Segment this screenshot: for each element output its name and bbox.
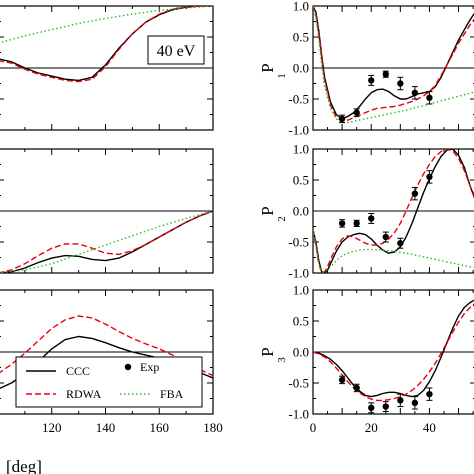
series-line-ccc (0, 210, 213, 273)
data-point-exp (426, 173, 433, 181)
y-tick-label: -1.0 (288, 266, 309, 281)
series-line-ccc (313, 299, 474, 398)
data-point-exp (382, 233, 389, 241)
y-axis-title-subscript: 3 (276, 357, 288, 363)
x-tick-label: 160 (150, 420, 170, 435)
series-line-rdwa (313, 6, 474, 122)
data-point-exp (397, 80, 404, 87)
y-axis-title-subscript: 2 (276, 216, 288, 222)
panel-plot-area (0, 210, 213, 273)
panel-P1: 1.0 0.5 0.0 -0.5 -1.0 P1 (258, 0, 474, 138)
data-point-exp (411, 89, 419, 97)
series-line-fba (313, 6, 474, 124)
data-point-exp (368, 215, 375, 222)
y-tick-label: -1.0 (288, 123, 309, 138)
data-point-exp (338, 115, 346, 123)
y-tick-label: -1.0 (288, 407, 309, 422)
panel-plot-area (313, 149, 474, 273)
x-tick-label: 140 (96, 420, 116, 435)
y-tick-label: -0.5 (288, 92, 309, 107)
data-point-exp (411, 190, 419, 197)
data-point-exp (397, 240, 404, 247)
series-line-rdwa (0, 210, 213, 273)
series-line-fba (0, 6, 213, 44)
data-point-exp (382, 403, 389, 410)
y-tick-label: 1.0 (293, 283, 309, 298)
y-tick-label: 0.0 (293, 204, 309, 219)
panel-P3: 1.0 0.5 0.0 -0.5 -1.00 20 40 P3 (258, 283, 474, 435)
x-tick-label: 0 (310, 420, 317, 435)
panel-plot-area (313, 6, 474, 124)
legend-box (15, 356, 203, 408)
y-axis-title: P (258, 63, 277, 72)
series-line-ccc (313, 6, 474, 120)
energy-label: 40 eV (157, 43, 196, 60)
x-tick-label: 120 (42, 420, 62, 435)
x-tick-label: 40 (423, 420, 436, 435)
legend-label-exp: Exp (140, 360, 159, 374)
y-tick-label: -0.5 (288, 376, 309, 391)
panel-P2: 1.0 0.5 0.0 -0.5 -1.0 P2 (258, 142, 474, 281)
data-point-exp (426, 94, 433, 101)
y-axis-title: P (258, 206, 277, 215)
data-point-exp (338, 376, 346, 384)
panels-layer: 120 140 160 1801.00.50.0-0.5-1.0P11.00.50.0… (0, 0, 474, 435)
y-tick-label: 0.5 (293, 314, 309, 329)
data-point-exp (368, 404, 375, 411)
panel-plot-area (313, 299, 474, 414)
legend-label-rdwa: RDWA (66, 387, 102, 401)
data-point-exp (382, 71, 389, 78)
data-point-exp (411, 399, 419, 407)
y-tick-label: 1.0 (293, 142, 309, 157)
y-tick-label: -0.5 (288, 235, 309, 250)
x-tick-label: 20 (365, 420, 378, 435)
series-line-rdwa (313, 303, 474, 402)
y-tick-label: 0.5 (293, 173, 309, 188)
legend: CCC Exp RDWA FBA (15, 356, 203, 408)
y-tick-label: 0.0 (293, 61, 309, 76)
series-line-ccc (313, 149, 474, 273)
data-point-exp (338, 220, 346, 227)
series-line-rdwa (313, 149, 474, 273)
energy-label-box: 40 eV (147, 35, 205, 65)
data-point-exp (368, 77, 375, 84)
y-tick-label: 0.5 (293, 30, 309, 45)
data-point-exp (353, 384, 360, 392)
legend-label-fba: FBA (160, 387, 184, 401)
data-point-exp (397, 397, 404, 404)
x-axis-label: [deg] (6, 457, 42, 474)
y-tick-label: 1.0 (293, 0, 309, 14)
panel-left-top (0, 5, 214, 131)
y-axis-title: P (258, 347, 277, 356)
panel-left-middle (0, 148, 214, 274)
panel-plot-area (0, 6, 213, 83)
y-axis-title-subscript: 1 (276, 73, 288, 79)
legend-marker-exp (124, 363, 132, 371)
y-tick-label: 0.0 (293, 345, 309, 360)
data-point-exp (426, 390, 433, 398)
x-tick-label: 180 (203, 420, 223, 435)
legend-label-ccc: CCC (66, 364, 90, 378)
data-point-exp (353, 220, 360, 227)
data-point-exp (353, 109, 360, 116)
series-line-rdwa (0, 6, 213, 83)
series-line-fba (313, 229, 474, 273)
series-line-fba (0, 210, 213, 273)
